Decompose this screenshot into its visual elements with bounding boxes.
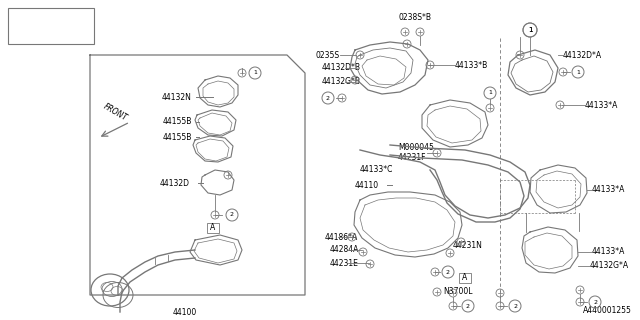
FancyBboxPatch shape [207, 223, 219, 233]
Text: 44231N: 44231N [453, 241, 483, 250]
Text: 44186*A: 44186*A [325, 233, 358, 242]
Text: 44155B: 44155B [163, 117, 193, 126]
Text: 44133*C: 44133*C [360, 165, 394, 174]
Text: 0238S*A: 0238S*A [29, 12, 62, 21]
Text: 0238S*B: 0238S*B [399, 13, 431, 22]
Text: 1: 1 [576, 69, 580, 75]
Text: 44155B: 44155B [163, 132, 193, 141]
Text: 44132N: 44132N [162, 92, 192, 101]
Text: 2: 2 [466, 303, 470, 308]
Text: 1: 1 [528, 27, 532, 33]
Text: M000045: M000045 [398, 143, 434, 153]
Text: 44133*B: 44133*B [455, 60, 488, 69]
Text: 0101S*A: 0101S*A [29, 30, 62, 39]
Text: 1: 1 [528, 27, 532, 33]
Text: 1: 1 [488, 91, 492, 95]
Text: 1: 1 [15, 14, 19, 20]
Text: 44132G*A: 44132G*A [590, 261, 629, 270]
Text: 2: 2 [513, 303, 517, 308]
Text: 44132D: 44132D [160, 179, 190, 188]
FancyBboxPatch shape [8, 8, 94, 44]
Text: 44231F: 44231F [398, 154, 426, 163]
Text: 44284A: 44284A [330, 245, 360, 254]
Text: 44132G*B: 44132G*B [322, 77, 361, 86]
Text: 2: 2 [326, 95, 330, 100]
Text: 44231E: 44231E [330, 259, 359, 268]
Text: 44133*A: 44133*A [585, 100, 618, 109]
Text: 1: 1 [253, 70, 257, 76]
Text: A440001255: A440001255 [583, 306, 632, 315]
Text: 44132D*B: 44132D*B [322, 63, 361, 73]
Text: A: A [211, 223, 216, 233]
Text: 0235S: 0235S [316, 51, 340, 60]
Text: N3700L: N3700L [443, 287, 472, 297]
Text: 44132D*A: 44132D*A [563, 51, 602, 60]
Text: 2: 2 [446, 269, 450, 275]
Text: 44100: 44100 [173, 308, 197, 317]
Text: FRONT: FRONT [102, 102, 129, 122]
Text: 2: 2 [15, 33, 19, 37]
Text: 2: 2 [230, 212, 234, 218]
Text: A: A [462, 274, 468, 283]
FancyBboxPatch shape [459, 273, 471, 283]
Text: 44133*A: 44133*A [592, 186, 625, 195]
Text: 2: 2 [593, 300, 597, 305]
Text: 44133*A: 44133*A [592, 247, 625, 257]
Text: 44110: 44110 [355, 180, 379, 189]
